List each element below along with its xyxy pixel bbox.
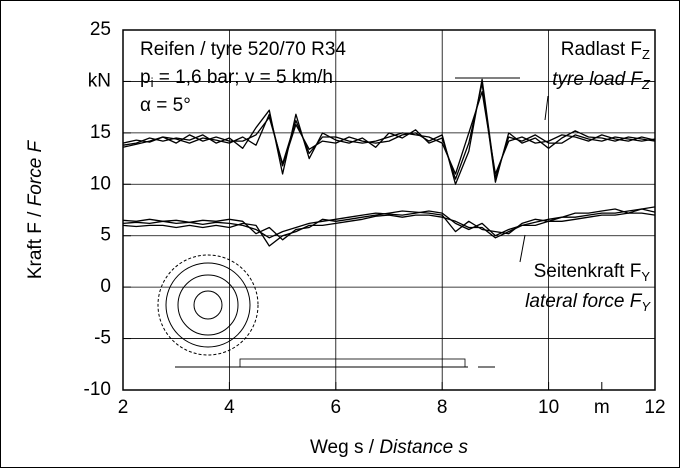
y-tick-label: 10 [90, 173, 111, 194]
leader-lines [455, 77, 549, 263]
annotation-text: p [140, 67, 151, 88]
y-tick-label: 0 [100, 276, 111, 297]
annotation: tyre load FZ [552, 69, 651, 92]
annotation-subscript: Y [641, 299, 651, 314]
series-line [122, 78, 656, 185]
annotation: Radlast FZ [561, 39, 650, 62]
series-line [122, 91, 656, 175]
annotation: Seitenkraft FY [534, 261, 651, 284]
x-tick-label: 10 [538, 397, 559, 418]
x-tick-label: 6 [331, 397, 342, 418]
annotation-text: Radlast F [561, 39, 642, 60]
annotation: Reifen / tyre 520/70 R34 [140, 39, 346, 60]
y-tick-label: 25 [90, 19, 111, 40]
x-tick-label: 12 [644, 397, 665, 418]
annotation: pi = 1,6 bar; v = 5 km/h [140, 67, 333, 90]
axis-title: Weg s / Distance s [310, 437, 469, 458]
x-tick-label: m [594, 397, 610, 418]
axis-title-part: Distance s [379, 437, 468, 458]
axis-title-part: Force F [25, 139, 46, 206]
annotation-text: Seitenkraft F [534, 261, 642, 282]
series-line [122, 206, 656, 241]
y-tick-label: -10 [84, 379, 111, 400]
axis-title: Kraft F / Force F [25, 139, 46, 279]
annotation-text: tyre load F [552, 69, 643, 90]
tyre-icon [157, 254, 495, 368]
y-tick-label: kN [88, 70, 111, 91]
annotation-text: = 1,6 bar; v = 5 km/h [153, 67, 333, 88]
annotation-text: Reifen / tyre 520/70 R34 [140, 39, 346, 60]
annotation-text: lateral force F [525, 291, 643, 312]
axis-title-part: Weg s / [310, 437, 379, 458]
y-tick-label: 15 [90, 122, 111, 143]
y-tick-label: -5 [94, 328, 111, 349]
x-tick-label: 8 [437, 397, 448, 418]
y-tick-label: 5 [100, 225, 111, 246]
annotation-subscript: Z [642, 47, 650, 62]
annotation-subscript: i [151, 75, 154, 90]
annotation-subscript: Z [641, 77, 651, 92]
annotation: α = 5° [140, 95, 191, 116]
annotation: lateral force FY [525, 291, 651, 314]
axis-title-part: Kraft F / [25, 206, 46, 279]
annotation-subscript: Y [641, 269, 650, 284]
annotation-text: α = 5° [140, 95, 191, 116]
series-line [122, 212, 656, 247]
x-tick-label: 2 [118, 397, 129, 418]
x-tick-label: 4 [224, 397, 235, 418]
series-line [122, 208, 656, 239]
plot-area [122, 29, 656, 391]
